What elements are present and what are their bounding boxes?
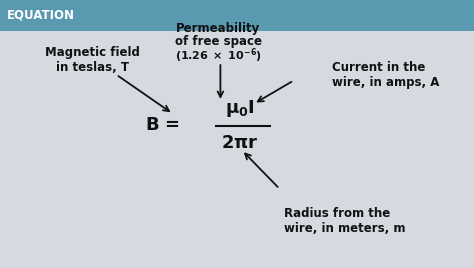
FancyBboxPatch shape	[0, 0, 474, 31]
Text: of free space: of free space	[174, 35, 262, 48]
Text: Radius from the
wire, in meters, m: Radius from the wire, in meters, m	[284, 207, 406, 235]
Text: Permeability: Permeability	[176, 22, 260, 35]
Text: Magnetic field
in teslas, T: Magnetic field in teslas, T	[45, 46, 140, 74]
Text: $\mathbf{B}$ =: $\mathbf{B}$ =	[145, 116, 180, 134]
Text: $\mathbf{(1.26\ \times\ 10^{-6})}$: $\mathbf{(1.26\ \times\ 10^{-6})}$	[174, 46, 262, 65]
Text: EQUATION: EQUATION	[7, 9, 75, 22]
Text: $\mathbf{\mu_0 I}$: $\mathbf{\mu_0 I}$	[225, 98, 254, 119]
Text: $\mathbf{2\pi r}$: $\mathbf{2\pi r}$	[220, 134, 258, 152]
Text: Current in the
wire, in amps, A: Current in the wire, in amps, A	[332, 61, 439, 89]
